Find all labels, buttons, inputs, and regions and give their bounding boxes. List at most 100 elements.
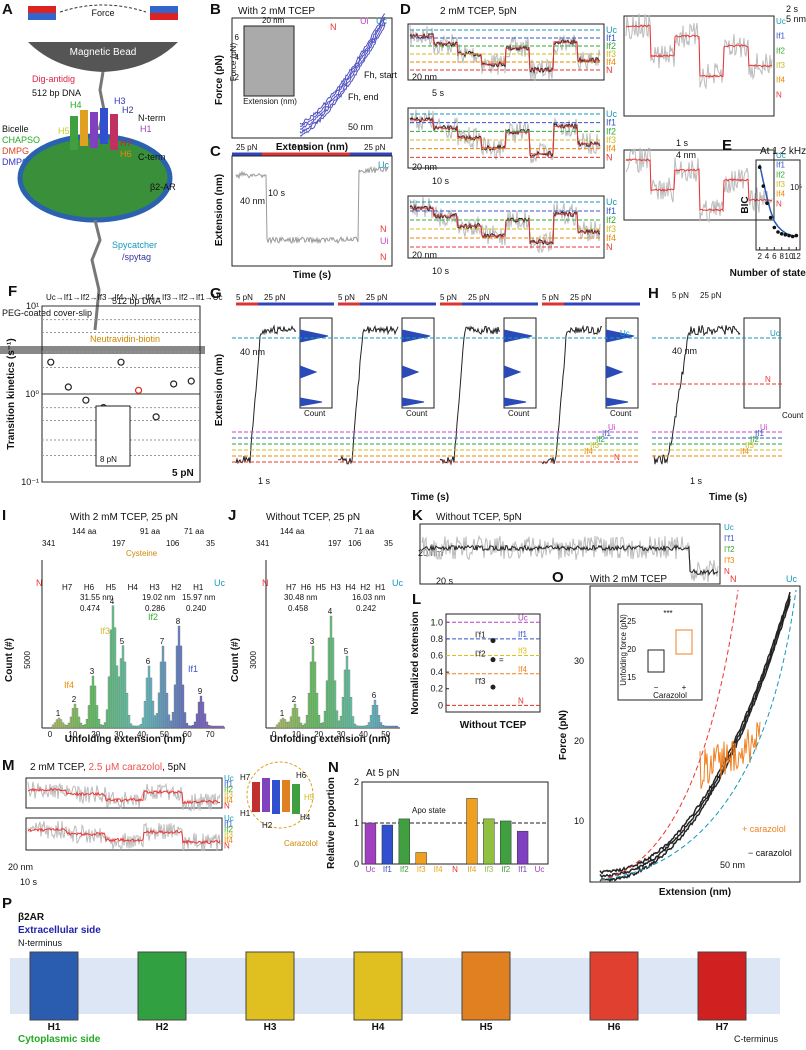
bar [398,818,410,865]
hist-bar [105,709,109,729]
point [490,684,496,690]
helix [245,951,295,1021]
state-label: Ui [760,423,768,432]
y-label: Force (pN) [558,710,569,760]
dna [90,219,102,331]
inset [617,603,703,701]
hist-bar [323,710,327,729]
label: 16.03 nm [352,593,386,602]
trace [699,721,761,789]
state-label: If2 [750,435,759,444]
x-label: Extension (nm) [659,887,731,898]
state-label: Uc [606,25,617,35]
label: 19.02 nm [142,593,176,602]
label: 197 [112,539,126,548]
scale-label: 50 nm [348,122,373,132]
label: 0.458 [288,604,309,613]
label: C-terminus [734,1034,779,1044]
label: 144 aa [72,527,97,536]
label: Force [91,8,114,18]
force: 25 pN [468,293,490,302]
scale-label: 10 s [20,877,38,887]
hist-bar [103,722,107,729]
state-label: Uc [224,814,234,823]
helix [697,951,747,1021]
hist-bar [101,725,105,729]
hist-bar [189,725,193,729]
scale-label: 4 nm [676,150,696,160]
hist-bar [167,714,171,729]
x-tick-label: 20 [314,730,323,739]
hist-bar [337,720,341,729]
hist-bar [173,684,177,729]
peak-label: 1 [56,709,61,718]
hist-bar [303,723,307,729]
point [765,201,769,205]
force: 5 pN [292,143,309,152]
panel-label: O [552,569,564,586]
label: − [654,683,659,692]
magnet [150,13,178,20]
helix-label: H7 [286,583,297,592]
scale-label: 5000 [23,651,32,669]
label: H7 [240,773,251,782]
panel-label: M [2,757,15,774]
label: H1 [140,124,152,134]
state: Uc [392,578,403,588]
state-label: N [606,242,613,252]
hist-bar [53,722,57,729]
panel-label: G [210,285,222,302]
label: N-term [138,113,166,123]
legend-label: − carazolol [748,848,792,858]
state-label: N [765,375,771,384]
x-label: Number of states (#) [730,268,806,279]
panel-label: B [210,1,221,18]
annotation: Apo state [412,806,446,815]
hist-bar [277,722,281,729]
label: Cytoplasmic side [18,1034,101,1045]
hist-bar [377,715,381,729]
hist-bar [367,722,371,729]
state: Uc [786,574,797,584]
state-label: Uc [776,151,786,160]
scale-label: 10⁵ [790,183,802,192]
panel-label: E [722,137,732,154]
label: Count [610,409,632,418]
point [787,233,791,238]
tick-label: 2 [235,73,240,82]
hist-bar [331,637,335,729]
peak-label: 5 [120,637,125,646]
state: Uc [378,160,389,170]
label: Neutravidin-biotin [90,334,160,344]
peak-label: 5 [344,647,349,656]
inset [243,25,295,97]
x-label: Extension (nm) [276,142,348,153]
hist-bar [283,719,287,729]
trace [625,158,773,213]
x-tick-label: 4 [765,252,770,261]
helix [353,951,403,1021]
x-tick-label: 40 [137,730,146,739]
x-tick-label: 30 [337,730,346,739]
hist-bar [201,701,205,729]
y-label: Force (pN) [214,55,225,105]
state-label: If2 [596,435,605,444]
state-label: If3 [606,49,616,59]
hist-bar [109,629,113,729]
scale-label: 20 nm [262,16,285,25]
point [772,225,777,230]
trace [421,534,719,583]
point [757,165,762,169]
label: /spytag [122,252,151,262]
force: 25 pN [570,293,592,302]
hist-bar [365,725,369,729]
point [768,215,773,220]
legend-label: + carazolol [742,824,786,834]
hist-bar [343,669,347,729]
scale-label: 20 nm [412,162,437,172]
scale-label: 5 nm [786,14,806,24]
trace [299,17,386,130]
state-label: If4 [606,144,616,154]
hist-bar [121,645,125,729]
